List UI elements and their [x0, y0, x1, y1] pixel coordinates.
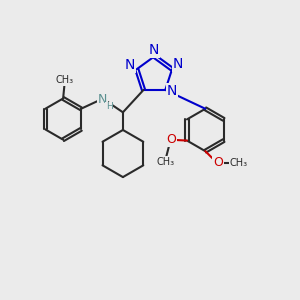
Text: N: N [124, 58, 135, 72]
Text: CH₃: CH₃ [157, 157, 175, 167]
Text: N: N [167, 84, 177, 98]
Text: H: H [106, 102, 113, 111]
Text: O: O [166, 134, 176, 146]
Text: N: N [98, 93, 108, 106]
Text: CH₃: CH₃ [56, 75, 74, 85]
Text: CH₃: CH₃ [230, 158, 248, 168]
Text: O: O [213, 157, 223, 169]
Text: N: N [148, 43, 159, 57]
Text: N: N [173, 57, 183, 71]
